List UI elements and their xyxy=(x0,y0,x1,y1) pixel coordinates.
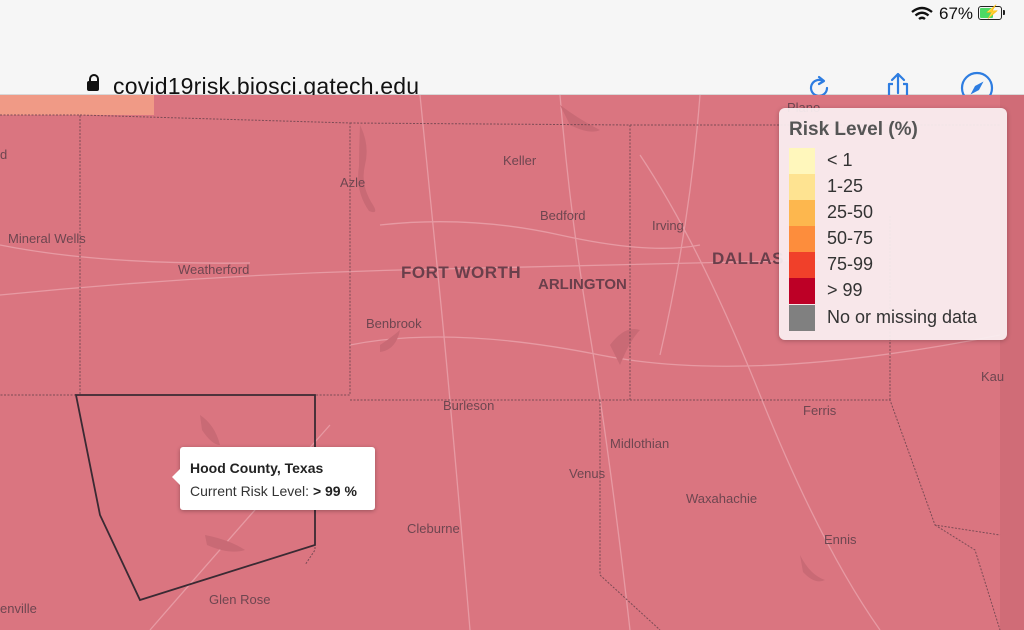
place-venus: Venus xyxy=(569,466,606,481)
legend-title: Risk Level (%) xyxy=(789,119,918,140)
wifi-icon xyxy=(911,6,933,20)
place-irving: Irving xyxy=(652,218,684,233)
legend-swatch xyxy=(789,305,815,331)
place-burleson: Burleson xyxy=(443,398,495,413)
legend-label: No or missing data xyxy=(827,307,978,327)
legend-label: < 1 xyxy=(827,150,853,170)
charging-bolt-icon: ⚡ xyxy=(984,4,1001,19)
place-kau: Kau xyxy=(981,369,1005,384)
battery-fill xyxy=(980,8,993,18)
legend-item: 50-75 xyxy=(789,226,1004,252)
place-bedford: Bedford xyxy=(540,208,586,223)
legend-label: 1-25 xyxy=(827,176,864,196)
url-text[interactable]: covid19risk.biosci.gatech.edu xyxy=(113,73,420,99)
place-arlington: ARLINGTON xyxy=(538,276,627,293)
legend-item: 75-99 xyxy=(789,252,1004,278)
legend-swatch xyxy=(789,200,815,226)
place-azle: Azle xyxy=(340,175,366,190)
place-keller: Keller xyxy=(503,153,537,168)
place-weatherford: Weatherford xyxy=(178,262,250,277)
legend-swatch xyxy=(789,174,815,200)
tooltip-risk-value: > 99 % xyxy=(312,483,357,499)
legend-item: > 99 xyxy=(789,278,1004,304)
reload-icon[interactable] xyxy=(801,70,837,106)
address-bar[interactable]: covid19risk.biosci.gatech.edu xyxy=(0,30,1024,105)
place-d: d xyxy=(0,147,8,162)
place-mineral-wells: Mineral Wells xyxy=(8,231,86,246)
place-cleburne: Cleburne xyxy=(407,521,460,536)
tooltip-risk-label: Current Risk Level: xyxy=(190,483,313,499)
battery-icon: ⚡ xyxy=(978,4,1002,20)
legend-item: 25-50 xyxy=(789,200,1004,226)
legend-item: < 1 xyxy=(789,148,1004,174)
tooltip-county-name: Hood County, Texas xyxy=(190,460,324,476)
legend-item: 1-25 xyxy=(789,174,1004,200)
county-tooltip: Hood County, Texas Current Risk Level: >… xyxy=(172,447,375,510)
legend-label: 75-99 xyxy=(827,254,874,274)
place-waxahachie: Waxahachie xyxy=(686,491,758,506)
place-ferris: Ferris xyxy=(803,403,837,418)
tooltip-risk-line: Current Risk Level: > 99 % xyxy=(190,483,357,499)
place-ennis: Ennis xyxy=(824,532,857,547)
lakes xyxy=(200,105,825,582)
lock-icon xyxy=(87,74,99,91)
place-dallas: DALLAS xyxy=(712,249,784,268)
legend-label: 25-50 xyxy=(827,202,874,222)
place-enville: enville xyxy=(0,601,37,616)
battery-percent: 67% xyxy=(939,4,974,23)
legend-swatch xyxy=(789,252,815,278)
risk-legend: Risk Level (%) < 1 1-25 25-50 50-75 75-9… xyxy=(779,108,1007,340)
place-midlothian: Midlothian xyxy=(610,436,670,451)
legend-swatch xyxy=(789,226,815,252)
legend-item: No or missing data xyxy=(789,305,1004,331)
place-benbrook: Benbrook xyxy=(366,316,422,331)
legend-label: > 99 xyxy=(827,280,863,300)
legend-swatch xyxy=(789,278,815,304)
legend-label: 50-75 xyxy=(827,228,874,248)
legend-swatch xyxy=(789,148,815,174)
battery-tip xyxy=(1003,10,1005,15)
hood-county-outline[interactable] xyxy=(74,394,316,602)
status-bar: 67% ⚡ xyxy=(0,0,1024,30)
place-glen-rose: Glen Rose xyxy=(209,592,271,607)
county-lower-risk xyxy=(0,95,154,115)
place-fort-worth: FORT WORTH xyxy=(401,263,522,282)
